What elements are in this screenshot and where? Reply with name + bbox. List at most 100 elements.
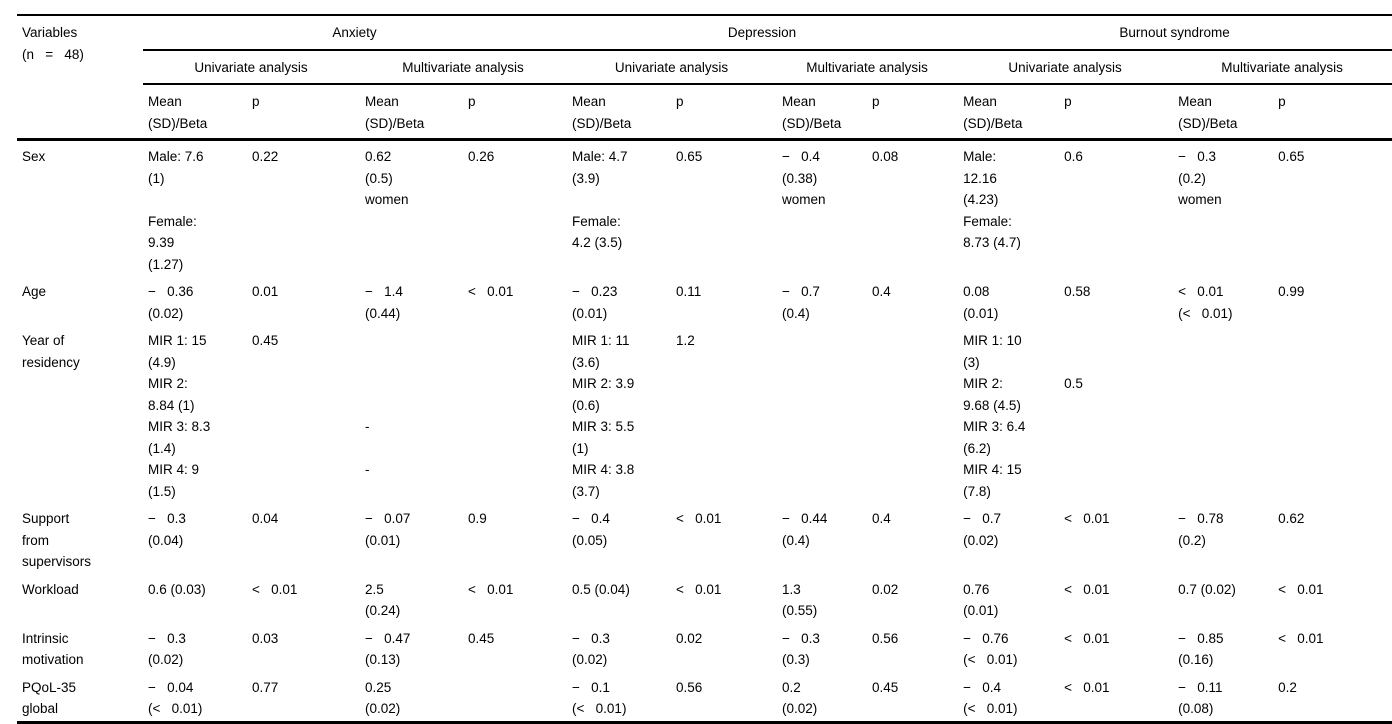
row-label: PQoL-35 global: [22, 679, 77, 717]
mean-sd-beta-cell: − 0.23 (0.01): [572, 284, 618, 321]
depression-multivariate-header: Multivariate analysis: [777, 49, 959, 85]
p-value-cell: 0.58: [1064, 284, 1091, 299]
burnout-multivariate-header: Multivariate analysis: [1173, 49, 1392, 85]
mean-sd-beta-cell: − 0.07 (0.01): [365, 511, 411, 548]
mean-sd-beta-header: Mean (SD)/Beta: [567, 84, 672, 141]
p-value-cell: < 0.01: [676, 581, 722, 597]
mean-sd-beta-cell: − 0.7 (0.02): [963, 511, 1001, 548]
p-value-cell: 0.77: [252, 679, 279, 695]
p-value-cell: 0.65: [676, 149, 703, 164]
mean-sd-beta-cell: − 0.3 (0.02): [572, 630, 610, 668]
mean-sd-beta-cell: − 0.85 (0.16): [1178, 630, 1224, 668]
mean-sd-beta-cell: − 0.1 (< 0.01): [572, 679, 627, 717]
mean-sd-beta-cell: − 0.4 (< 0.01): [963, 679, 1018, 717]
row-label: Support from supervisors: [22, 511, 92, 569]
mean-sd-beta-cell: − 0.04 (< 0.01): [148, 679, 203, 717]
mean-sd-beta-cell: − 0.7 (0.4): [782, 284, 820, 321]
group-header-depression: Depression: [567, 15, 959, 51]
table-row-sex: Sex Male: 7.6 (1) Female: 9.39 (1.27) 0.…: [17, 140, 1392, 277]
row-label: Age: [22, 284, 47, 299]
p-value-cell: 0.4: [872, 511, 891, 526]
mean-sd-beta-cell: − 1.4 (0.44): [365, 284, 403, 321]
mean-sd-beta-header: Mean (SD)/Beta: [143, 84, 247, 141]
p-value-cell: < 0.01: [468, 581, 514, 597]
p-value-cell: 0.01: [252, 284, 279, 299]
p-value-cell: 0.9: [468, 511, 487, 526]
mean-sd-beta-cell: − 0.47 (0.13): [365, 630, 411, 668]
p-value-cell: 0.26: [468, 149, 495, 164]
p-value-cell: 0.99: [1278, 284, 1305, 299]
mean-sd-beta-cell: 0.08 (0.01): [963, 284, 999, 321]
p-value-cell: < 0.01: [468, 284, 514, 299]
mean-sd-beta-cell: 0.7 (0.02): [1178, 581, 1236, 597]
table-row-workload: Workload 0.6 (0.03) < 0.01 2.5 (0.24) < …: [17, 574, 1392, 623]
mean-sd-beta-cell: − 0.11 (0.08): [1178, 679, 1223, 717]
row-label: Year of residency: [22, 333, 80, 370]
mean-sd-beta-header: Mean (SD)/Beta: [360, 84, 463, 141]
mean-sd-beta-cell: − 0.78 (0.2): [1178, 511, 1224, 548]
group-header-row: Variables (n = 48) Anxiety Depression Bu…: [17, 15, 1392, 141]
p-value-cell: [463, 325, 567, 503]
mean-sd-beta-cell: - -: [365, 419, 370, 477]
mean-sd-beta-cell: 0.2 (0.02): [782, 679, 818, 717]
mean-sd-beta-cell: 2.5 (0.24): [365, 581, 401, 619]
mean-sd-beta-cell: 0.5 (0.04): [572, 581, 630, 597]
p-value-cell: [867, 325, 958, 503]
p-value-cell: 0.65: [1278, 149, 1305, 164]
p-value-cell: 0.6: [1064, 149, 1083, 164]
p-value-cell: 1.2: [676, 333, 695, 348]
p-value-cell: < 0.01: [1064, 511, 1110, 526]
p-value-cell: 0.02: [676, 630, 703, 646]
column-header-row: Mean (SD)/Beta p Mean (SD)/Beta p Mean (…: [17, 84, 1392, 141]
mean-sd-beta-cell: < 0.01 (< 0.01): [1178, 284, 1233, 321]
p-value-cell: [1273, 325, 1392, 503]
variables-header: Variables (n = 48): [17, 15, 143, 141]
p-value-cell: 0.04: [252, 511, 279, 526]
p-value-cell: 0.56: [872, 630, 899, 646]
mean-sd-beta-cell: [1173, 325, 1273, 503]
p-value-cell: 0.2: [1278, 679, 1297, 695]
mean-sd-beta-header: Mean (SD)/Beta: [1173, 84, 1274, 141]
analysis-header-row: Univariate analysis Multivariate analysi…: [17, 49, 1392, 85]
p-value-cell: < 0.01: [1278, 581, 1324, 597]
p-value-cell: 0.02: [872, 581, 899, 597]
mean-sd-beta-header: Mean (SD)/Beta: [958, 84, 1060, 141]
mean-sd-beta-cell: 0.76 (0.01): [963, 581, 999, 619]
p-value-cell: < 0.01: [1278, 630, 1324, 646]
p-header: p: [671, 84, 778, 141]
group-header-burnout: Burnout syndrome: [958, 15, 1392, 51]
mean-sd-beta-cell: − 0.76 (< 0.01): [963, 630, 1018, 668]
p-header: p: [463, 84, 568, 141]
row-label: Intrinsic motivation: [22, 630, 84, 668]
p-header: p: [867, 84, 959, 141]
table-row-age: Age − 0.36 (0.02) 0.01 − 1.4 (0.44) < 0.…: [17, 276, 1392, 325]
table-row-intrinsic-motivation: Intrinsic motivation − 0.3 (0.02) 0.03 −…: [17, 623, 1392, 672]
p-value-cell: 0.03: [252, 630, 279, 646]
mean-sd-beta-cell: − 0.3 (0.04): [148, 511, 186, 548]
p-value-cell: 0.22: [252, 149, 279, 164]
row-label: Workload: [22, 581, 79, 597]
p-value-cell: 0.5: [1064, 376, 1083, 391]
p-value-cell: 0.62: [1278, 511, 1305, 526]
p-value-cell: 0.45: [252, 333, 279, 348]
mean-sd-beta-cell: MIR 1: 15 (4.9) MIR 2: 8.84 (1) MIR 3: 8…: [148, 333, 211, 499]
mean-sd-beta-cell: Male: 12.16 (4.23) Female: 8.73 (4.7): [963, 149, 1021, 250]
mean-sd-beta-cell: [777, 325, 867, 503]
group-header-anxiety: Anxiety: [143, 15, 568, 51]
mean-sd-beta-cell: Male: 4.7 (3.9) Female: 4.2 (3.5): [572, 149, 628, 250]
p-value-cell: 0.08: [872, 149, 899, 164]
mean-sd-beta-cell: 1.3 (0.55): [782, 581, 818, 619]
mean-sd-beta-cell: − 0.44 (0.4): [782, 511, 828, 548]
row-label: Sex: [22, 149, 46, 164]
mean-sd-beta-cell: − 0.4 (0.05): [572, 511, 610, 548]
p-value-cell: 0.56: [676, 679, 703, 695]
mean-sd-beta-cell: − 0.3 (0.02): [148, 630, 186, 668]
table-row-year-of-residency: Year of residency MIR 1: 15 (4.9) MIR 2:…: [17, 325, 1392, 503]
p-header: p: [1273, 84, 1392, 141]
p-value-cell: < 0.01: [676, 511, 722, 526]
p-value-cell: 0.11: [676, 284, 702, 299]
mean-sd-beta-cell: MIR 1: 11 (3.6) MIR 2: 3.9 (0.6) MIR 3: …: [572, 333, 635, 499]
mean-sd-beta-cell: − 0.4 (0.38) women: [782, 149, 826, 207]
p-value-cell: 0.45: [468, 630, 495, 646]
